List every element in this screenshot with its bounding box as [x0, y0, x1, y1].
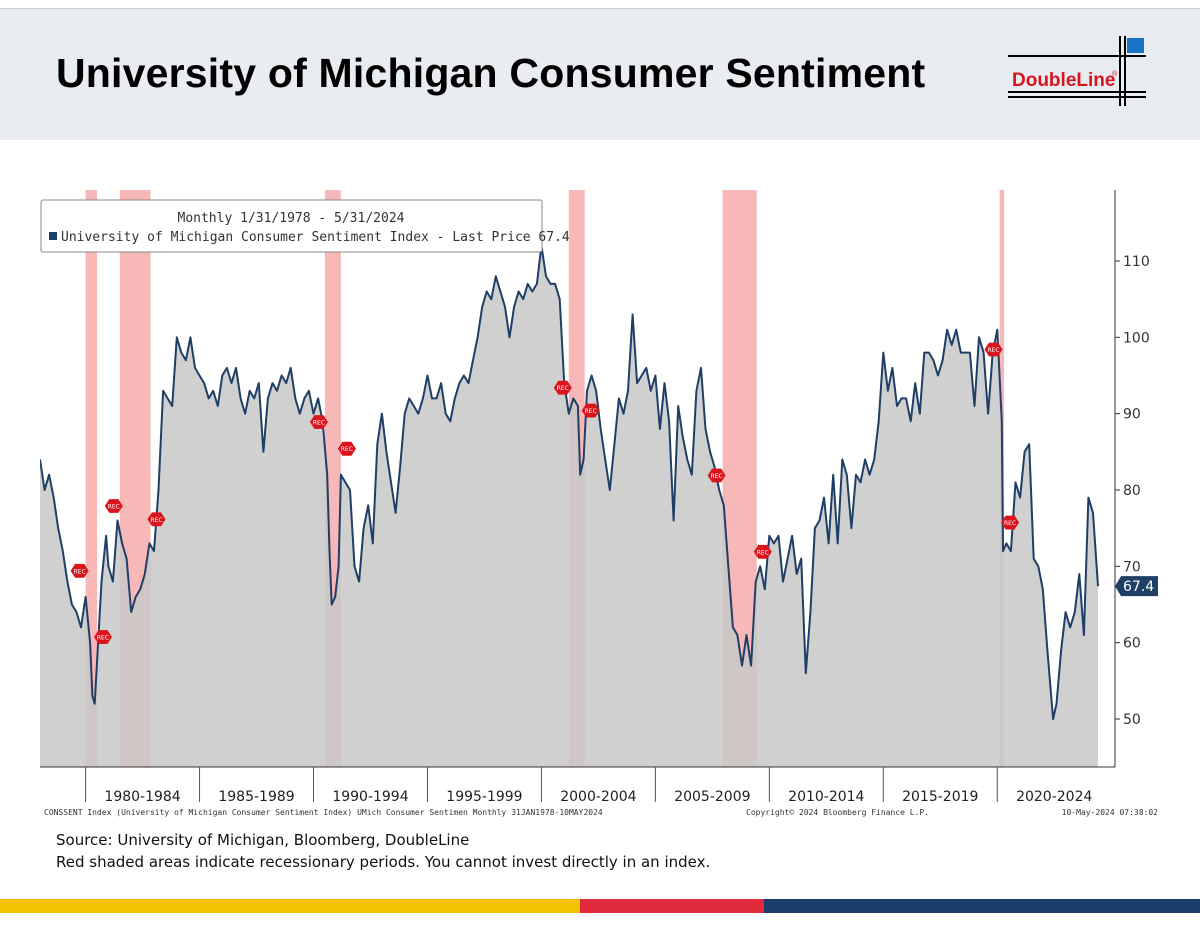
x-tick-label: 2020-2024 — [1016, 789, 1092, 805]
rec-marker-shape — [984, 342, 1003, 357]
stripe-navy — [764, 899, 1200, 913]
rec-marker-shape — [147, 512, 166, 527]
y-tick-label: 60 — [1123, 636, 1141, 652]
doubleline-logo: DoubleLine ® — [1004, 36, 1150, 106]
rec-marker: REC — [94, 630, 112, 644]
y-tick-label: 110 — [1123, 254, 1150, 270]
recession-band-1 — [85, 190, 97, 767]
page-title: University of Michigan Consumer Sentimen… — [56, 50, 926, 96]
x-tick-label: 1995-1999 — [446, 789, 522, 805]
y-tick-label: 100 — [1123, 330, 1150, 346]
rec-marker-text: REC — [757, 549, 769, 556]
rec-marker: REC — [553, 380, 572, 395]
rec-marker-shape — [581, 403, 600, 418]
legend-series-label: University of Michigan Consumer Sentimen… — [61, 230, 570, 245]
y-axis-ticks: 50 60 70 80 90 100 110 — [1115, 254, 1150, 728]
footer-copyright: Copyright© 2024 Bloomberg Finance L.P. — [746, 808, 929, 817]
rec-marker-shape — [309, 415, 328, 429]
rec-marker-text: REC — [341, 446, 353, 453]
rec-marker: REC — [984, 342, 1003, 357]
source-note: Source: University of Michigan, Bloomber… — [56, 829, 710, 873]
y-tick-label: 50 — [1123, 712, 1141, 728]
sentiment-chart: REC REC REC REC REC REC REC REC REC REC REC REC 50 6… — [40, 190, 1159, 817]
disclaimer-line: Red shaded areas indicate recessionary p… — [56, 853, 711, 871]
rec-marker: REC — [581, 403, 600, 418]
rec-marker-shape — [1001, 515, 1020, 530]
rec-marker: REC — [753, 544, 772, 559]
rec-marker: REC — [147, 512, 166, 527]
x-tick-label: 1985-1989 — [218, 789, 294, 805]
x-tick-label: 1990-1994 — [332, 789, 408, 805]
logo-registered-mark: ® — [1112, 70, 1118, 78]
footer-index-info: CONSSENT Index (University of Michigan C… — [44, 808, 603, 817]
footer-timestamp: 10-May-2024 07:38:02 — [1062, 808, 1159, 817]
rec-marker-text: REC — [557, 385, 569, 392]
rec-marker: REC — [337, 441, 356, 456]
y-tick-label: 90 — [1123, 407, 1141, 423]
rec-marker-shape — [104, 499, 123, 513]
legend-period: Monthly 1/31/1978 - 5/31/2024 — [178, 211, 405, 226]
rec-marker-text: REC — [987, 347, 999, 354]
rec-marker-text: REC — [1004, 520, 1016, 527]
slide-header — [0, 9, 1200, 140]
rec-marker: REC — [707, 468, 726, 483]
rec-marker-text: REC — [711, 473, 723, 480]
rec-marker: REC — [70, 563, 89, 578]
last-value-label: 67.4 — [1115, 576, 1158, 597]
rec-marker: REC — [104, 499, 123, 513]
rec-marker-shape — [70, 563, 89, 578]
rec-marker-shape — [337, 441, 356, 456]
y-tick-label: 70 — [1123, 559, 1141, 575]
footer-stripe — [0, 899, 1200, 913]
rec-marker: REC — [1001, 515, 1020, 530]
legend-box: Monthly 1/31/1978 - 5/31/2024 University… — [40, 199, 570, 253]
x-tick-label: 2010-2014 — [788, 789, 864, 805]
x-tick-label: 2000-2004 — [560, 789, 636, 805]
stripe-yellow — [0, 899, 580, 913]
x-axis-ticks: 1980-1984 1985-1989 1990-1994 1995-1999 2000… — [85, 767, 1092, 805]
rec-marker-shape — [707, 468, 726, 483]
last-value-text: 67.4 — [1123, 579, 1154, 595]
rec-marker-text: REC — [313, 420, 325, 427]
x-tick-label: 2005-2009 — [674, 789, 750, 805]
stripe-red — [580, 899, 764, 913]
rec-markers: REC REC REC REC REC REC REC REC REC REC REC REC — [70, 342, 1020, 644]
top-rule — [0, 8, 1200, 9]
x-tick-label: 1980-1984 — [104, 789, 180, 805]
rec-marker-text: REC — [97, 635, 109, 642]
rec-marker-text: REC — [108, 503, 120, 510]
sentiment-area-fill — [40, 245, 1098, 767]
rec-marker-shape — [94, 630, 112, 644]
x-tick-label: 2015-2019 — [902, 789, 978, 805]
rec-marker-shape — [553, 380, 572, 395]
rec-marker-shape — [753, 544, 772, 559]
source-line: Source: University of Michigan, Bloomber… — [56, 831, 470, 849]
y-tick-label: 80 — [1123, 483, 1141, 499]
rec-marker-text: REC — [74, 568, 86, 575]
rec-marker-text: REC — [585, 408, 597, 415]
legend-swatch — [49, 232, 57, 240]
rec-marker: REC — [309, 415, 328, 429]
logo-text: DoubleLine — [1012, 70, 1115, 91]
rec-marker-text: REC — [150, 517, 162, 524]
